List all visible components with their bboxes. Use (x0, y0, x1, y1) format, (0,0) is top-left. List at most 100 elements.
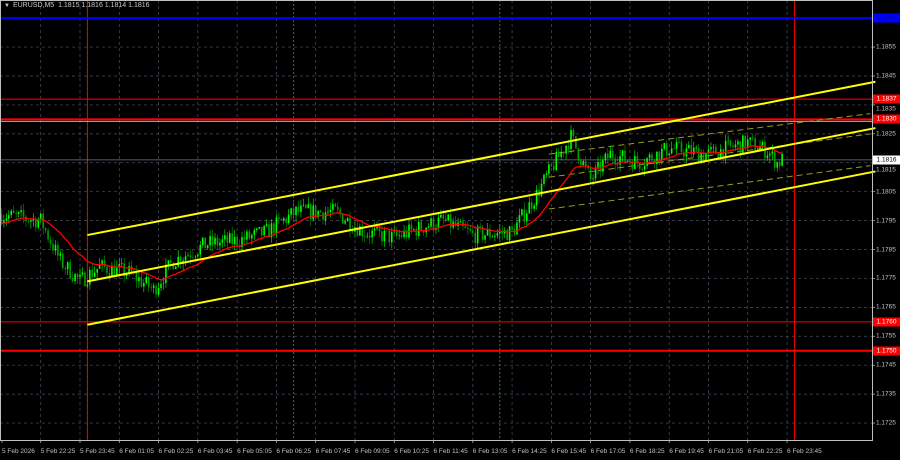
candle-body (12, 210, 15, 214)
price-tick-label: 1.1855 (876, 43, 896, 51)
candle-body (248, 231, 251, 239)
candle-body (383, 230, 386, 242)
candle-body (96, 268, 98, 273)
candle-body (81, 272, 84, 275)
candle-body (476, 226, 479, 244)
candle-body (545, 173, 548, 175)
candle-body (597, 162, 599, 168)
candle-body (484, 235, 486, 240)
chart-header: ▼ EURUSD,M5 1.1815 1.1816 1.1814 1.1816 (4, 2, 150, 9)
candle-body (135, 272, 138, 282)
time-tick-label: 6 Feb 15:45 (551, 448, 587, 455)
candle-body (57, 244, 59, 256)
time-tick-label: 6 Feb 01:05 (119, 448, 154, 455)
channel-lower-line (87, 170, 876, 326)
candle-body (268, 224, 270, 238)
candle-body (189, 255, 192, 258)
time-tick-label: 6 Feb 09:05 (354, 448, 390, 455)
candle-body (219, 242, 221, 246)
candle-body (157, 287, 160, 295)
price-tick-label: 1.1725 (876, 419, 896, 427)
candle-body (334, 203, 337, 207)
candle-body (206, 245, 209, 249)
price-level-badge: 1.1830 (873, 114, 900, 124)
candle-body (226, 235, 229, 243)
candle-body (312, 205, 315, 220)
candle-body (584, 161, 587, 166)
candle-body (449, 214, 452, 228)
candle-body (533, 205, 535, 209)
candle-body (336, 206, 339, 210)
candle-body (535, 189, 538, 206)
candle-body (346, 217, 349, 222)
candle-body (530, 202, 533, 209)
candle-body (368, 235, 371, 238)
candle-body (582, 161, 585, 166)
candle-body (71, 278, 74, 282)
price-tick-label: 1.1825 (876, 130, 896, 138)
channel-middle-line (87, 127, 876, 283)
candle-body (592, 178, 594, 180)
candle-body (427, 226, 430, 228)
candle-body (35, 218, 37, 228)
candle-body (719, 149, 722, 159)
candle-body (86, 284, 89, 287)
candle-body (580, 160, 582, 166)
price-tick-label: 1.1745 (876, 361, 896, 369)
time-tick-label: 5 Feb 2026 (2, 448, 35, 455)
candle-body (499, 230, 501, 234)
candle-body (376, 226, 378, 229)
time-tick-label: 6 Feb 22:25 (747, 448, 783, 455)
candle-body (759, 146, 761, 151)
price-tick-label: 1.1835 (876, 105, 896, 113)
time-tick-label: 6 Feb 18:25 (629, 448, 665, 455)
time-tick-label: 6 Feb 11:45 (433, 448, 468, 455)
candle-body (275, 217, 278, 234)
candle-body (3, 220, 5, 224)
candle-body (744, 135, 747, 149)
candle-body (479, 226, 481, 228)
candle-body (263, 225, 265, 236)
candle-body (602, 160, 604, 172)
time-tick-label: 6 Feb 05:05 (237, 448, 272, 455)
candle-body (567, 145, 570, 150)
candle-body (430, 218, 432, 227)
time-tick-label: 6 Feb 23:45 (787, 448, 822, 455)
candle-body (332, 203, 334, 210)
candle-body (734, 144, 737, 148)
candle-body (0, 214, 3, 224)
candle-body (626, 160, 629, 162)
candle-body (378, 226, 381, 232)
candle-body (118, 264, 121, 267)
dropdown-triangle-icon[interactable]: ▼ (4, 3, 10, 9)
candle-body (172, 262, 175, 270)
price-tick-label: 1.1765 (876, 303, 896, 311)
candle-body (150, 287, 152, 289)
candle-body (776, 162, 779, 168)
candles (0, 125, 783, 299)
time-tick-label: 6 Feb 17:05 (590, 448, 626, 455)
candle-body (22, 210, 25, 217)
price-tick-label: 1.1805 (876, 188, 896, 196)
candle-body (170, 260, 172, 263)
current-price-badge: 1.1816 (873, 155, 900, 165)
candle-body (572, 129, 575, 137)
candle-body (194, 256, 197, 258)
candle-body (177, 256, 179, 267)
candle-body (253, 230, 256, 235)
candle-body (327, 211, 329, 213)
candle-body (204, 237, 207, 249)
time-tick-label: 5 Feb 23:45 (80, 448, 115, 455)
candle-body (128, 265, 130, 274)
candle-body (680, 142, 683, 153)
price-level-badge: 1.1760 (873, 317, 900, 327)
candle-body (42, 213, 44, 229)
candle-body (472, 230, 474, 233)
price-tick-label: 1.1795 (876, 217, 896, 225)
candle-body (167, 260, 170, 265)
candle-body (526, 213, 528, 222)
candle-body (199, 244, 202, 255)
candle-body (609, 150, 612, 159)
